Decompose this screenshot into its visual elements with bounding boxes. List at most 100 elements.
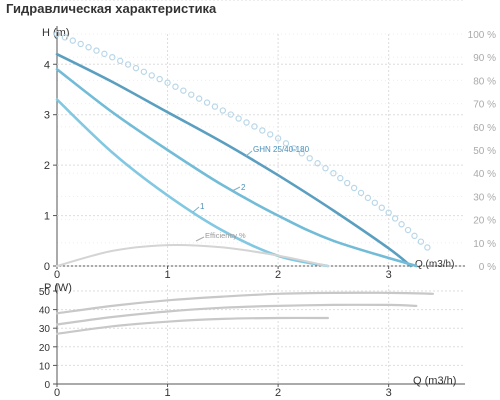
efficiency-dot (364, 194, 372, 202)
efficiency-dot (322, 165, 329, 172)
efficiency-dot (267, 131, 274, 138)
power-curve (55, 291, 434, 315)
efficiency-dot (274, 135, 282, 142)
efficiency-dot (195, 95, 203, 102)
y2-tick-label: 40 % (473, 169, 496, 180)
annotation-leader (195, 236, 205, 242)
x-tick-label: 1 (164, 269, 170, 281)
efficiency-dot (132, 64, 140, 72)
efficiency-dot (116, 57, 124, 65)
curve-2 (55, 68, 418, 268)
curve-ghn-25-40-180 (55, 52, 413, 268)
y-axis-label: H (m) (42, 27, 70, 39)
efficiency-dot (140, 68, 148, 75)
y2-tick-label: 100 % (468, 30, 496, 41)
y-tick-label: 30 (39, 324, 51, 335)
y2-tick-label: 70 % (473, 100, 496, 111)
efficiency-dot (101, 50, 108, 58)
efficiency-dot (357, 189, 365, 197)
y-tick-label: 0 (44, 380, 50, 391)
efficiency-dot (211, 103, 219, 110)
efficiency-dot (203, 99, 211, 106)
annotation-ghn: GHN 25/40-180 (253, 145, 310, 154)
efficiency-dot (251, 123, 258, 130)
efficiency-dot (156, 75, 163, 83)
efficiency-dot (344, 179, 351, 187)
x-axis-label: Q (m3/h) (415, 259, 454, 270)
efficiency-dot (164, 79, 171, 86)
power-curve (55, 316, 329, 335)
efficiency-dot (259, 127, 266, 134)
efficiency-dot (385, 209, 392, 216)
y2-tick-label: 0 % (479, 262, 496, 273)
efficiency-dot (404, 226, 412, 234)
y-axis-label: P (W) (44, 282, 72, 294)
x-tick-label: 2 (275, 269, 281, 281)
x-tick-label: 0 (54, 269, 60, 281)
power-curve (55, 303, 418, 326)
efficiency-dot (350, 184, 358, 192)
efficiency-dot (243, 119, 250, 126)
x-tick-label: 2 (275, 387, 281, 399)
y2-tick-label: 10 % (473, 239, 496, 250)
y-tick-label: 40 (39, 306, 51, 317)
y2-tick-label: 60 % (473, 123, 496, 134)
efficiency-dot (371, 199, 379, 206)
efficiency-dot (306, 155, 313, 162)
y-tick-label: 10 (39, 361, 51, 372)
y2-tick-label: 50 % (473, 146, 496, 157)
efficiency-dot (69, 37, 76, 44)
efficiency-dot (93, 47, 100, 54)
efficiency-dot (411, 232, 418, 240)
efficiency-dot (61, 34, 69, 41)
y-tick-label: 50 (39, 287, 51, 298)
efficiency-dot (53, 30, 61, 38)
annotation-efficiency: Efficiency % (205, 231, 246, 240)
annotation-leader (192, 206, 200, 213)
efficiency-dot (235, 115, 242, 122)
curve-efficiency- (56, 243, 329, 267)
efficiency-dot (188, 91, 195, 98)
y2-tick-label: 80 % (473, 76, 496, 87)
efficiency-dot (337, 174, 344, 182)
x-axis-label: Q (m3/h) (413, 375, 456, 387)
efficiency-dot (124, 61, 132, 68)
y-tick-label: 0 (44, 261, 50, 273)
page-title: Гидравлическая характеристика (6, 1, 217, 16)
efficiency-dot (172, 83, 179, 90)
efficiency-dot (298, 150, 306, 157)
annotation-leader (231, 186, 241, 192)
efficiency-dot (378, 204, 385, 211)
x-tick-label: 3 (386, 387, 392, 399)
y-tick-label: 1 (44, 211, 50, 223)
efficiency-dot (109, 54, 116, 61)
x-tick-label: 1 (164, 387, 170, 399)
efficiency-dot (219, 107, 227, 114)
efficiency-dot (227, 111, 234, 118)
y-tick-label: 2 (44, 160, 50, 172)
efficiency-dot (314, 160, 321, 167)
efficiency-dot (180, 87, 187, 94)
efficiency-dot (424, 244, 431, 251)
efficiency-dot (290, 145, 298, 152)
y2-tick-label: 20 % (473, 216, 496, 227)
annotation-curve-2: 2 (241, 183, 246, 192)
y-tick-label: 4 (44, 59, 50, 71)
efficiency-dot (417, 238, 425, 245)
y-tick-label: 20 (39, 343, 51, 354)
y2-tick-label: 90 % (473, 53, 496, 64)
efficiency-dot (282, 140, 290, 147)
x-tick-label: 3 (386, 269, 392, 281)
efficiency-dot (330, 169, 337, 177)
y-tick-label: 3 (44, 110, 50, 122)
x-tick-label: 0 (54, 387, 60, 399)
annotation-curve-1: 1 (200, 202, 205, 211)
efficiency-dot (148, 72, 155, 79)
efficiency-dot (391, 215, 399, 222)
efficiency-dot (85, 44, 92, 51)
y2-tick-label: 30 % (473, 192, 496, 203)
efficiency-dot (398, 221, 405, 228)
efficiency-dot (77, 40, 84, 48)
annotation-leader (245, 150, 253, 157)
